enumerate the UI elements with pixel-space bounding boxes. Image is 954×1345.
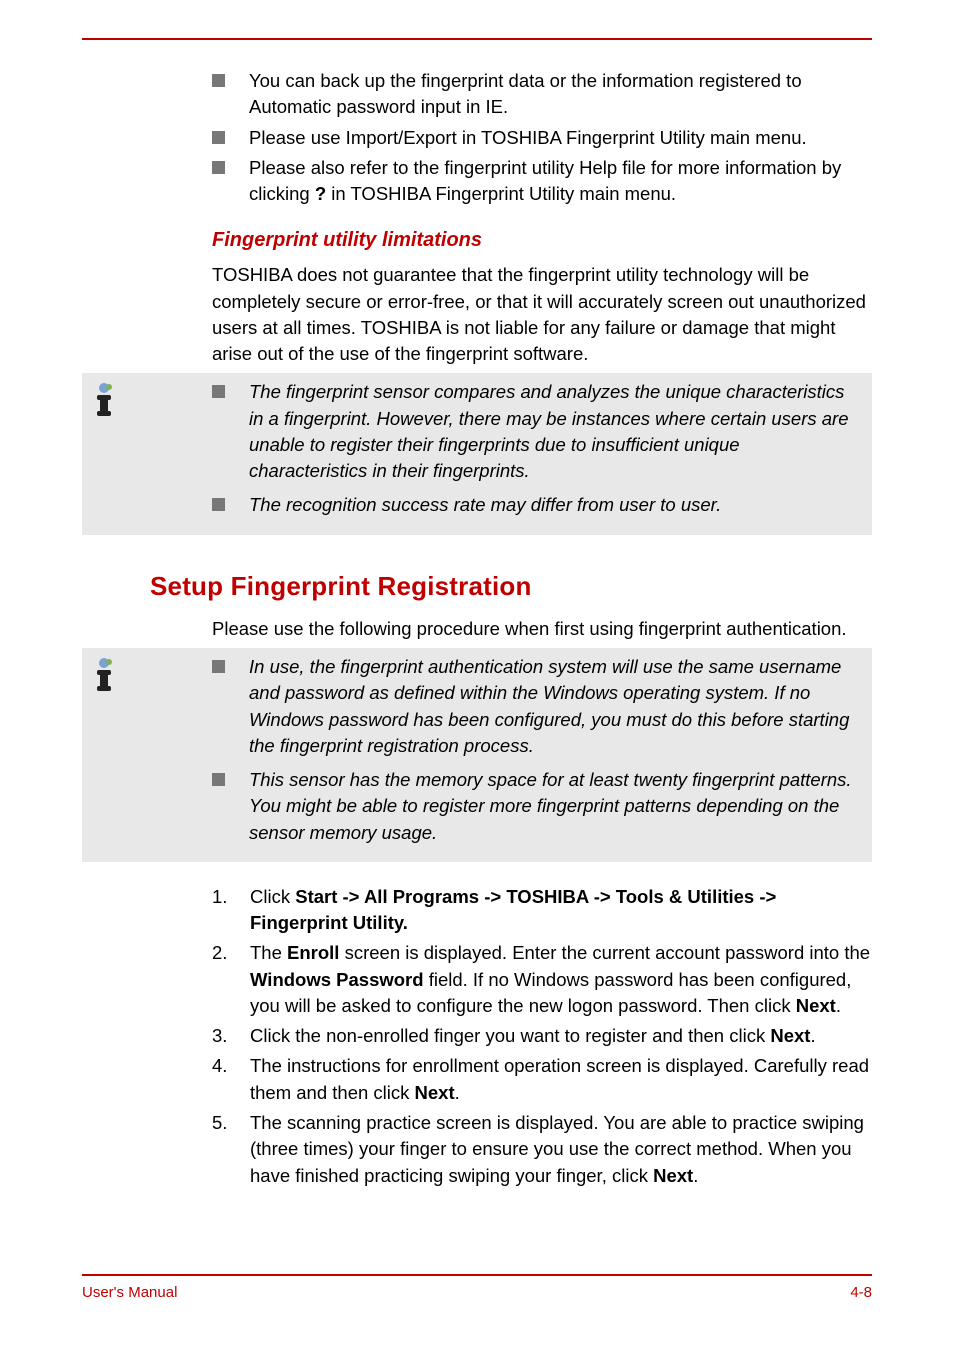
bullet-text: Please use Import/Export in TOSHIBA Fing…: [249, 125, 872, 151]
bullet-text: You can back up the fingerprint data or …: [249, 68, 872, 121]
step-item: 2. The Enroll screen is displayed. Enter…: [212, 940, 872, 1019]
bullet-item: You can back up the fingerprint data or …: [212, 68, 872, 121]
bullet-text: Please also refer to the fingerprint uti…: [249, 155, 872, 208]
step-item: 3. Click the non-enrolled finger you wan…: [212, 1023, 872, 1049]
bullet-icon: [212, 131, 225, 144]
note-text: The recognition success rate may differ …: [249, 492, 858, 518]
note-box-2: In use, the fingerprint authentication s…: [82, 648, 872, 862]
note-item: In use, the fingerprint authentication s…: [212, 654, 858, 759]
step-number: 5.: [212, 1110, 250, 1136]
step-text: The instructions for enrollment operatio…: [250, 1053, 872, 1106]
note-item: The fingerprint sensor compares and anal…: [212, 379, 858, 484]
step-text: The Enroll screen is displayed. Enter th…: [250, 940, 872, 1019]
step-text: The scanning practice screen is displaye…: [250, 1110, 872, 1189]
bullet-icon: [212, 74, 225, 87]
bullet-icon: [212, 660, 225, 673]
bullet-icon: [212, 498, 225, 511]
note-text: The fingerprint sensor compares and anal…: [249, 379, 858, 484]
footer-right: 4-8: [850, 1284, 872, 1301]
steps-list: 1. Click Start -> All Programs -> TOSHIB…: [82, 884, 872, 1189]
bullet-item: Please also refer to the fingerprint uti…: [212, 155, 872, 208]
info-icon: [86, 404, 122, 421]
step-number: 4.: [212, 1053, 250, 1079]
step-item: 4. The instructions for enrollment opera…: [212, 1053, 872, 1106]
footer: User's Manual 4-8: [82, 1274, 872, 1301]
footer-rule: [82, 1274, 872, 1276]
heading-setup: Setup Fingerprint Registration: [82, 571, 872, 602]
step-number: 2.: [212, 940, 250, 966]
note-item: The recognition success rate may differ …: [212, 492, 858, 518]
top-rule: [82, 38, 872, 40]
section-setup: Setup Fingerprint Registration Please us…: [82, 571, 872, 642]
para-limitations: TOSHIBA does not guarantee that the fing…: [212, 262, 872, 367]
step-text: Click Start -> All Programs -> TOSHIBA -…: [250, 884, 872, 937]
heading-limitations: Fingerprint utility limitations: [212, 229, 872, 252]
step-item: 5. The scanning practice screen is displ…: [212, 1110, 872, 1189]
note-text: This sensor has the memory space for at …: [249, 767, 858, 846]
note-box-1: The fingerprint sensor compares and anal…: [82, 373, 872, 534]
info-icon-cell: [82, 379, 212, 422]
note-content: In use, the fingerprint authentication s…: [212, 654, 858, 852]
top-bullets: You can back up the fingerprint data or …: [82, 68, 872, 367]
info-icon: [86, 679, 122, 696]
footer-left: User's Manual: [82, 1284, 177, 1301]
bullet-icon: [212, 161, 225, 174]
step-number: 3.: [212, 1023, 250, 1049]
bullet-item: Please use Import/Export in TOSHIBA Fing…: [212, 125, 872, 151]
step-item: 1. Click Start -> All Programs -> TOSHIB…: [212, 884, 872, 937]
bullet-icon: [212, 773, 225, 786]
step-number: 1.: [212, 884, 250, 910]
para-setup: Please use the following procedure when …: [212, 616, 872, 642]
note-item: This sensor has the memory space for at …: [212, 767, 858, 846]
step-text: Click the non-enrolled finger you want t…: [250, 1023, 872, 1049]
bullet-icon: [212, 385, 225, 398]
note-content: The fingerprint sensor compares and anal…: [212, 379, 858, 524]
note-text: In use, the fingerprint authentication s…: [249, 654, 858, 759]
footer-row: User's Manual 4-8: [82, 1284, 872, 1301]
page: You can back up the fingerprint data or …: [0, 0, 954, 1189]
info-icon-cell: [82, 654, 212, 697]
